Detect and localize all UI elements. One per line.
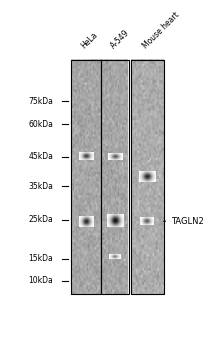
- Bar: [71, 60, 101, 294]
- Text: 45kDa: 45kDa: [28, 152, 53, 161]
- Bar: [131, 60, 164, 294]
- Text: 35kDa: 35kDa: [28, 182, 53, 191]
- Text: 15kDa: 15kDa: [28, 254, 53, 264]
- Text: 75kDa: 75kDa: [28, 97, 53, 106]
- Text: 10kDa: 10kDa: [28, 276, 53, 285]
- Text: 25kDa: 25kDa: [28, 215, 53, 224]
- Bar: [71, 60, 101, 294]
- Text: Mouse heart: Mouse heart: [141, 10, 181, 50]
- Text: 60kDa: 60kDa: [28, 120, 53, 129]
- Text: HeLa: HeLa: [80, 30, 100, 50]
- Text: A-549: A-549: [109, 28, 131, 50]
- Bar: [131, 60, 164, 294]
- Bar: [101, 60, 129, 294]
- Bar: [101, 60, 129, 294]
- Text: TAGLN2: TAGLN2: [164, 217, 204, 226]
